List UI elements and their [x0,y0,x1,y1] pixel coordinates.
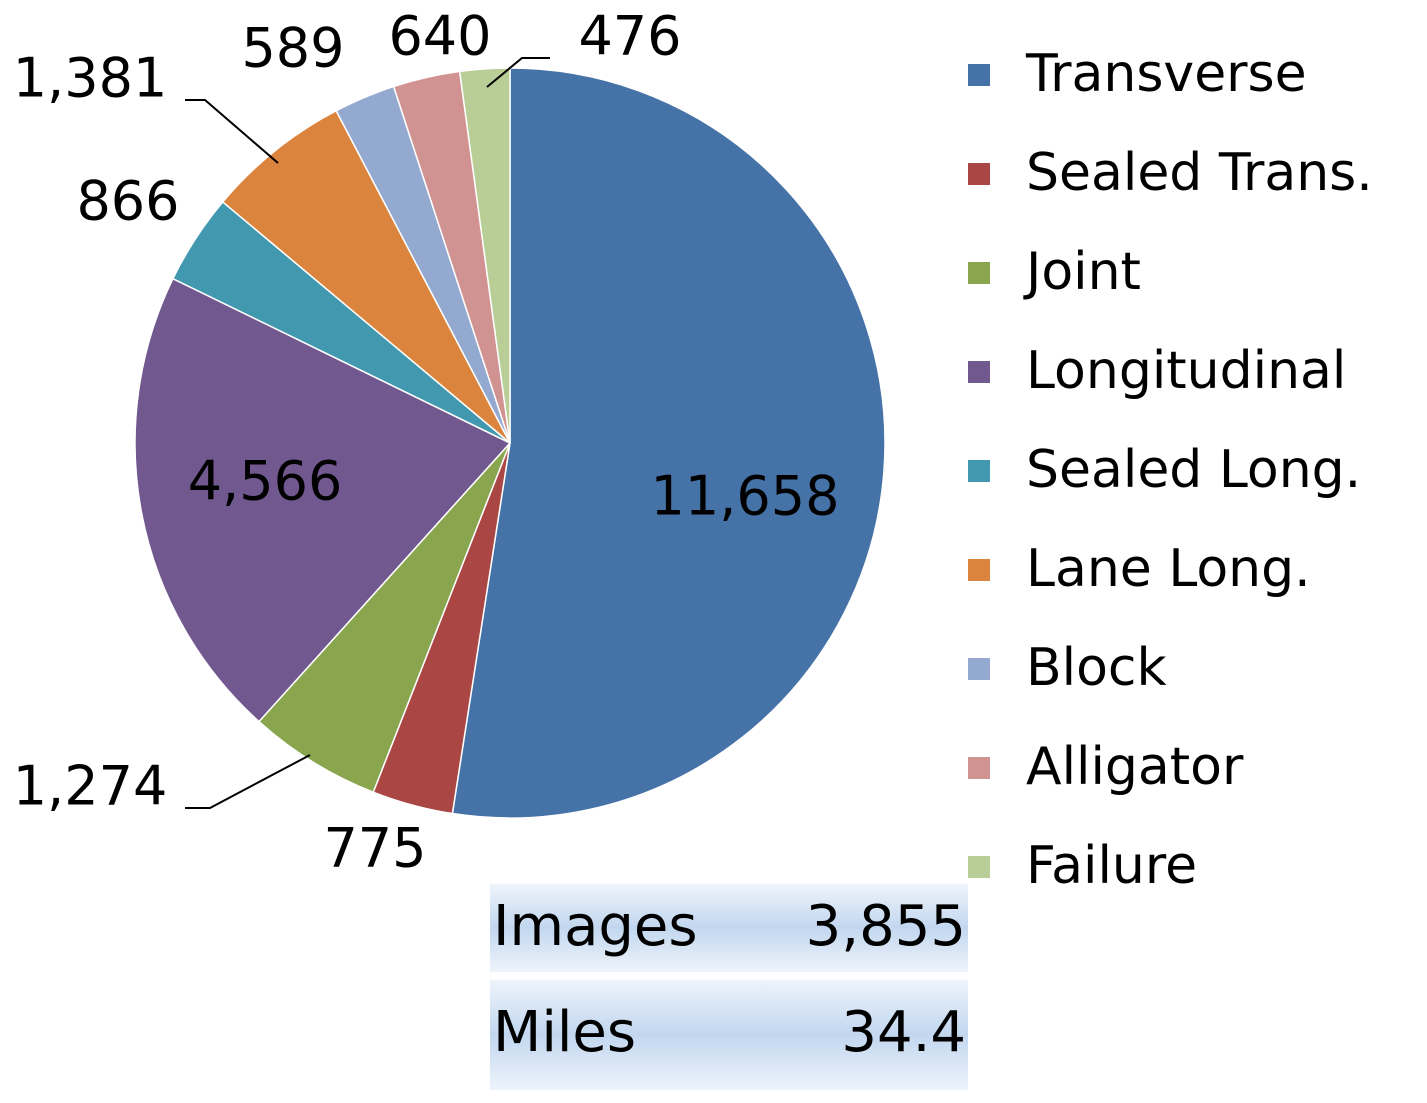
data-label: 1,381 [13,47,168,110]
pie-slice [134,277,512,723]
legend-label: Sealed Trans. [1026,143,1373,203]
table-row-bg [490,884,968,972]
leader-line [185,754,311,809]
legend-swatch [968,757,990,779]
legend-label: Longitudinal [1026,341,1346,401]
legend-swatch [968,163,990,185]
legend-swatch [968,361,990,383]
legend-swatch [968,64,990,86]
legend-label: Sealed Long. [1026,440,1361,500]
data-label: 476 [578,5,681,68]
legend-label: Alligator [1026,737,1244,797]
leader-line [185,99,279,164]
legend-swatch [968,559,990,581]
leader-line [486,57,550,88]
table-cell: Images [493,894,698,959]
pie-slice [221,109,511,444]
data-label: 866 [76,170,179,233]
legend-label: Transverse [1025,44,1307,104]
pie-slice [451,67,886,819]
table-cell: 34.4 [841,1000,966,1065]
data-label: 11,658 [651,465,840,528]
legend-label: Block [1026,638,1167,698]
data-label: 589 [241,17,344,80]
legend-label: Lane Long. [1026,539,1311,599]
legend-label: Failure [1026,836,1197,896]
legend-swatch [968,460,990,482]
summary-table: Images 3,855 Miles 34.4 [490,884,968,1090]
data-label: 4,566 [188,450,343,513]
table-row-bg [490,980,968,1090]
data-label: 1,274 [13,755,168,818]
table-cell: 3,855 [806,894,966,959]
data-label: 775 [323,817,426,880]
legend-swatch [968,262,990,284]
table-cell: Miles [493,1000,636,1065]
legend-label: Joint [1023,242,1141,302]
pie-slice [257,442,511,794]
legend-swatch [968,658,990,680]
data-label: 640 [388,5,491,68]
legend-swatch [968,856,990,878]
